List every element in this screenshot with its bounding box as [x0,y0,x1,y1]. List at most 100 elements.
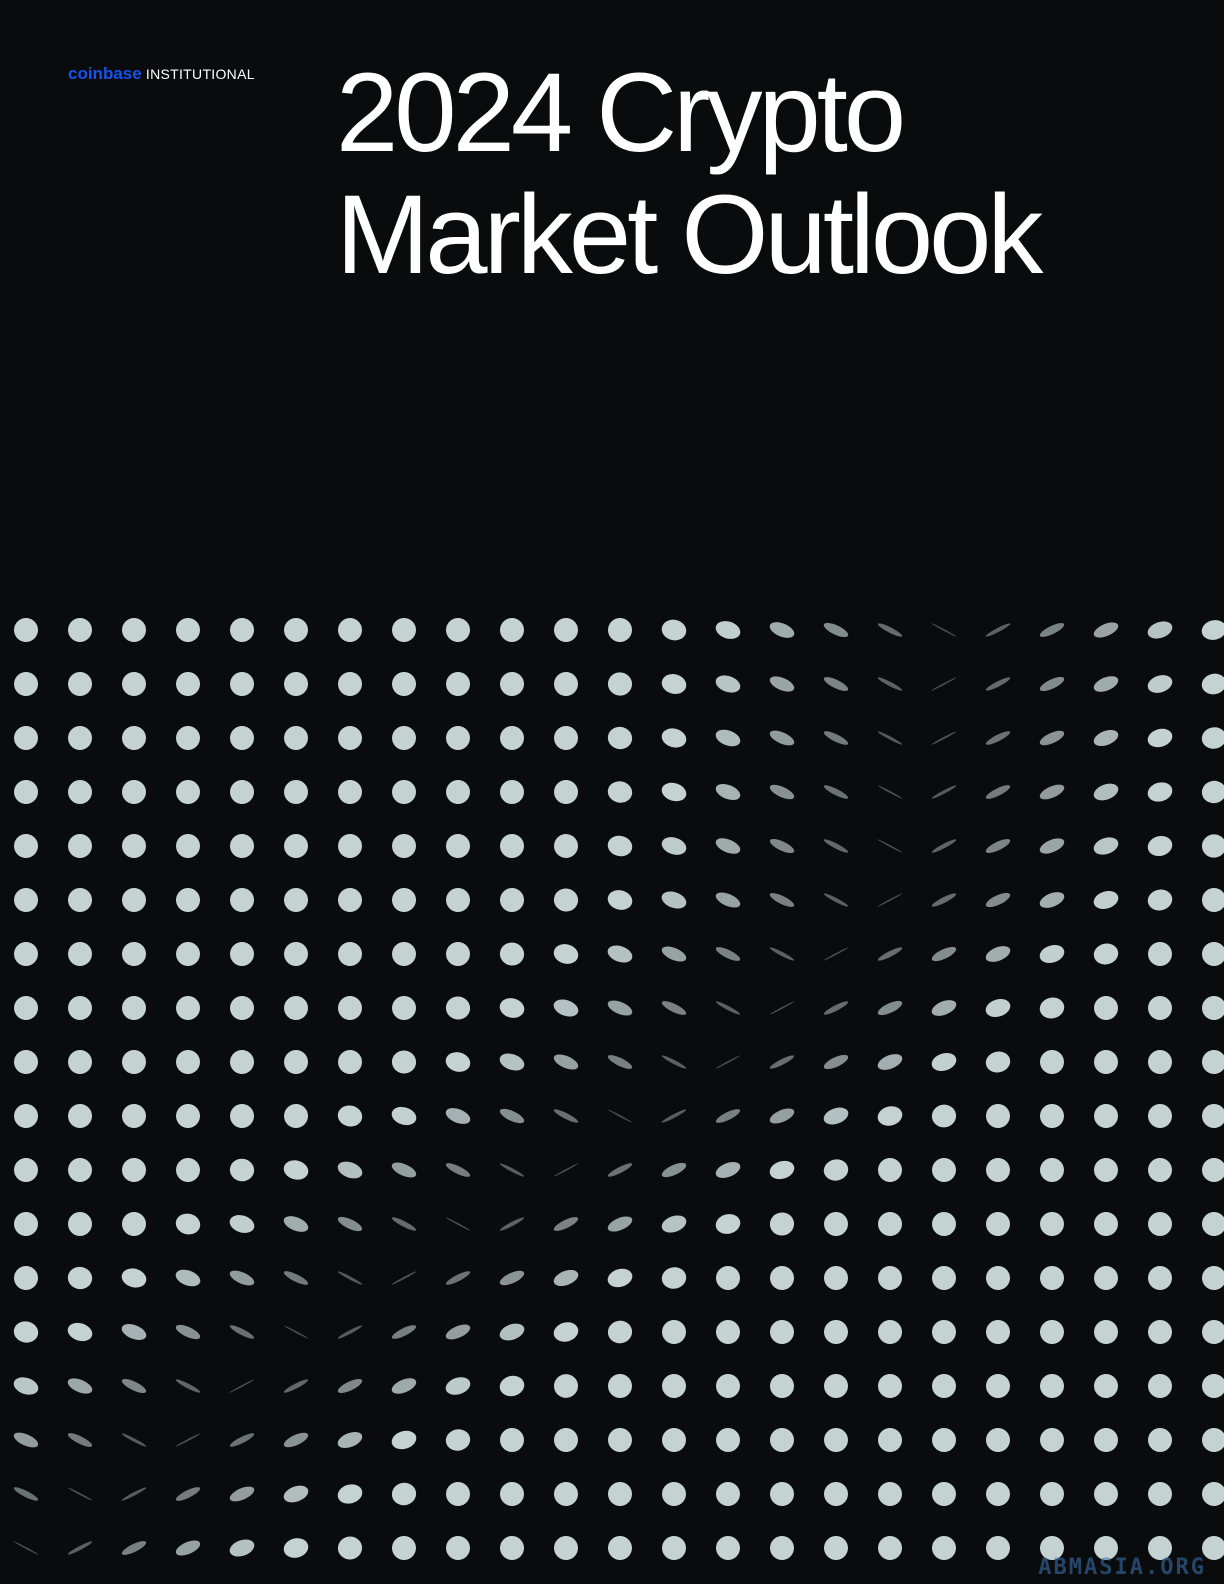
dot [392,996,416,1020]
dot [878,1212,902,1236]
dot [446,780,470,804]
dot [769,784,795,800]
dot [985,839,1011,853]
dot [1202,1266,1224,1290]
dot [391,1217,417,1231]
dot [986,1104,1010,1128]
dot [445,1108,471,1124]
dot [716,1266,740,1290]
dot [121,1379,147,1393]
dot [824,1374,848,1398]
dot [769,676,795,692]
dot [553,1374,579,1398]
dot [13,1050,38,1074]
dot [68,618,92,642]
dot [175,1213,201,1235]
dot [823,1001,849,1015]
dot [445,1271,471,1285]
dot [1148,1536,1172,1560]
dot [607,1055,633,1069]
dot [823,1107,849,1125]
dot [878,1320,902,1344]
dot [229,1379,255,1393]
dot [1040,1266,1064,1290]
dot [1040,1428,1064,1452]
dot [230,672,254,696]
dot [823,893,849,907]
dot [500,834,524,858]
dot [554,672,578,696]
dot [931,839,957,853]
dot [1040,1158,1064,1182]
dot [662,1428,686,1452]
dot [877,677,903,691]
dot [13,1321,39,1343]
dot [1202,1212,1224,1236]
dot [445,1377,471,1395]
dot [715,675,741,693]
dot [175,1487,201,1501]
dot [338,1050,362,1074]
dot [175,1269,201,1287]
dot [824,1536,848,1560]
dot [500,888,524,912]
dot [715,1109,741,1123]
dot [986,1482,1010,1506]
dot [122,942,146,966]
dot [121,1433,147,1447]
dot [877,623,903,637]
dot [1094,1482,1118,1506]
dot [1202,942,1224,966]
dot [13,1104,38,1128]
dot [68,942,92,966]
dot [770,1536,794,1560]
dot [1202,888,1224,912]
dot [1094,1320,1118,1344]
dot [1147,889,1173,911]
dot [1201,780,1224,804]
dot [121,1541,147,1555]
dot [877,731,903,745]
dot [608,1374,632,1398]
dot [824,1320,848,1344]
dot [1147,835,1173,857]
dot [121,1324,147,1340]
dot [337,1161,363,1179]
dot [607,1163,633,1177]
dot [661,674,687,694]
dot [985,946,1011,962]
dot [608,618,632,642]
dot [1094,1050,1118,1074]
dot [1148,1374,1172,1398]
dot [1147,728,1173,748]
dot [716,1536,740,1560]
dot [176,942,200,966]
dot [500,780,524,804]
dot [824,1212,848,1236]
dot [499,1270,525,1286]
dot [1202,1104,1224,1128]
dot [1202,1050,1224,1074]
dot [499,1108,525,1124]
dot [176,618,200,642]
dot [176,834,200,858]
dot [283,1160,309,1180]
dot [230,888,254,912]
dot [662,1374,686,1398]
dot [391,1050,417,1074]
dot [1039,730,1065,746]
dot [1093,837,1119,855]
dot [932,1428,956,1452]
dot [1093,676,1119,692]
dot [878,1158,902,1182]
dot [1094,1266,1118,1290]
dot [607,672,633,696]
dot [1040,1536,1064,1560]
dot [391,1106,417,1126]
dot [283,1271,309,1285]
dot [283,1485,309,1503]
dot [230,942,254,966]
dot [824,1266,848,1290]
dot [554,1428,578,1452]
dot [445,996,471,1020]
